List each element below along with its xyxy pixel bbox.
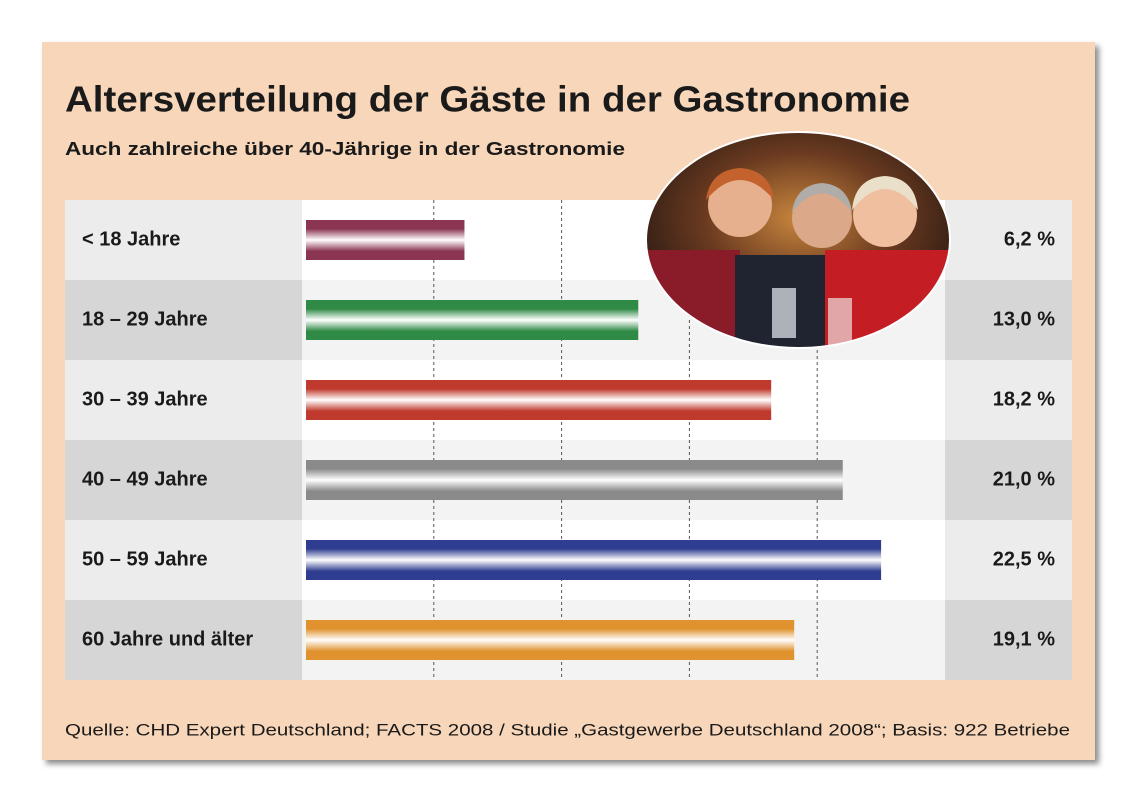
chart-title: Altersverteilung der Gäste in der Gastro… [65, 79, 910, 120]
bar [306, 220, 465, 260]
value-cell [945, 600, 1072, 680]
value-cell [945, 360, 1072, 440]
label-cell [65, 360, 302, 440]
value-cell [945, 200, 1072, 280]
value-label: 19,1 % [993, 628, 1055, 650]
category-label: 18 – 29 Jahre [82, 308, 208, 330]
value-label: 13,0 % [993, 308, 1055, 330]
category-label: 50 – 59 Jahre [82, 548, 208, 570]
bar [306, 460, 843, 500]
bar [306, 620, 795, 660]
bars [306, 220, 882, 660]
value-label: 6,2 % [1004, 228, 1055, 250]
value-label: 21,0 % [993, 468, 1055, 490]
category-label: 30 – 39 Jahre [82, 388, 208, 410]
label-cell [65, 440, 302, 520]
value-label: 18,2 % [993, 388, 1055, 410]
bar [306, 380, 772, 420]
category-label: 40 – 49 Jahre [82, 468, 208, 490]
bar [306, 540, 882, 580]
category-label: 60 Jahre und älter [82, 628, 253, 650]
bar [306, 300, 639, 340]
label-cell [65, 520, 302, 600]
photo-frame [645, 131, 951, 349]
label-cell [65, 280, 302, 360]
value-cell [945, 280, 1072, 360]
value-cell [945, 520, 1072, 600]
value-cell [945, 440, 1072, 520]
label-cell [65, 200, 302, 280]
value-label: 22,5 % [993, 548, 1055, 570]
photo [646, 132, 950, 348]
source: Quelle: CHD Expert Deutschland; FACTS 20… [65, 720, 1070, 739]
category-label: < 18 Jahre [82, 228, 180, 250]
chart-subtitle: Auch zahlreiche über 40-Jährige in der G… [65, 139, 625, 159]
label-cell [65, 600, 302, 680]
